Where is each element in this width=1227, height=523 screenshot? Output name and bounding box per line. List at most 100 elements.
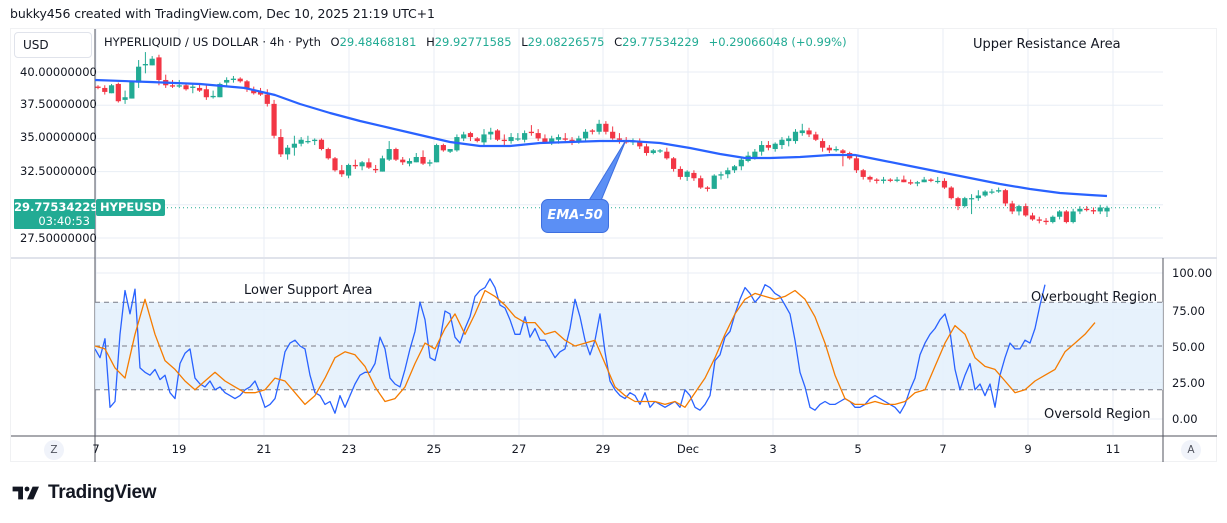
candle-body (698, 178, 704, 188)
candle-body (271, 103, 277, 136)
candle-body (908, 182, 914, 184)
zoom-reset-button[interactable]: Z (44, 440, 64, 460)
time-tick: 3 (769, 442, 777, 456)
overbought-label[interactable]: Overbought Region (1031, 290, 1157, 305)
candle-body (765, 145, 772, 148)
candle-body (1070, 211, 1076, 223)
candle-body (772, 143, 778, 150)
candle-body (237, 78, 243, 82)
candle-body (657, 150, 663, 152)
change-value: +0.29066048 (+0.99%) (708, 35, 847, 49)
ohlc-legend: HYPERLIQUID / US DOLLAR · 4h · Pyth O29.… (104, 35, 847, 49)
candle-body (664, 151, 670, 159)
candle-body (366, 162, 372, 168)
open-value: 29.48468181 (339, 35, 417, 49)
candle-body (345, 164, 352, 176)
candle-body (461, 134, 467, 139)
candle-body (102, 87, 108, 92)
candle-body (901, 179, 907, 183)
candle-body (108, 85, 115, 94)
ema-50-callout[interactable]: EMA-50 (541, 199, 609, 233)
candle-body (291, 143, 297, 148)
candle-body (880, 179, 887, 181)
candle-body (1016, 206, 1022, 212)
time-tick: 7 (939, 442, 947, 456)
ind-tick-25: 25.00 (1172, 376, 1205, 390)
symbol-tag: HYPEUSD (96, 199, 166, 216)
candle-body (318, 139, 325, 150)
candle-body (217, 83, 223, 98)
candle-body (643, 146, 650, 154)
candle-body (759, 145, 765, 152)
candle-body (610, 131, 616, 139)
candle-body (210, 95, 216, 98)
candle-body (975, 195, 981, 199)
price-tick-27-5: 27.50000000 (20, 231, 97, 245)
candle-body (115, 83, 121, 102)
candle-body (352, 164, 358, 167)
candle-body (582, 131, 589, 139)
high-value: 29.92771585 (434, 35, 512, 49)
candle-body (264, 94, 270, 104)
candle-body (955, 198, 961, 207)
symbol-title[interactable]: HYPERLIQUID / US DOLLAR · 4h · Pyth (104, 35, 321, 49)
candle-body (1002, 190, 1009, 204)
candle-body (169, 85, 176, 87)
candle-body (853, 158, 860, 171)
candle-body (650, 150, 656, 154)
candle-body (522, 133, 528, 140)
candle-body (298, 139, 304, 144)
candle-body (433, 145, 440, 163)
tradingview-logo[interactable]: TradingView (12, 482, 157, 504)
candle-body (603, 123, 609, 132)
close-label: C (614, 35, 623, 49)
time-tick: 29 (595, 442, 611, 456)
currency-button[interactable]: USD (14, 32, 92, 58)
time-tick: 9 (1024, 442, 1032, 456)
low-value: 29.08226575 (527, 35, 605, 49)
ind-tick-75: 75.00 (1172, 304, 1205, 318)
candle-body (840, 150, 846, 154)
time-tick: Dec (676, 442, 700, 456)
candle-body (637, 142, 643, 147)
auto-scale-button[interactable]: A (1181, 440, 1201, 460)
open-label: O (330, 35, 340, 49)
candle-body (244, 81, 250, 90)
ind-tick-0: 0.00 (1172, 412, 1198, 426)
candle-body (589, 130, 595, 132)
candle-body (535, 133, 541, 139)
candle-body (1029, 215, 1036, 220)
ind-tick-100: 100.00 (1172, 266, 1213, 280)
candle-body (569, 139, 575, 142)
candle-body (833, 149, 839, 151)
candle-body (149, 58, 155, 66)
candle-body (1063, 211, 1069, 223)
lower-support-label[interactable]: Lower Support Area (244, 283, 373, 298)
candle-body (95, 86, 101, 88)
candle-body (183, 85, 189, 90)
candle-body (962, 198, 968, 207)
time-tick: 21 (256, 442, 272, 456)
candle-body (914, 182, 920, 184)
candle-body (203, 89, 209, 98)
candle-body (1023, 206, 1029, 216)
tradingview-wordmark: TradingView (48, 482, 157, 503)
candle-body (1056, 211, 1063, 217)
candle-body (285, 147, 291, 155)
candle-body (921, 179, 927, 183)
candle-body (467, 133, 474, 138)
candle-body (1009, 203, 1015, 212)
candle-body (136, 66, 142, 83)
candle-body (1036, 219, 1042, 221)
candle-body (671, 158, 677, 169)
chart-credit: bukky456 created with TradingView.com, D… (10, 6, 435, 21)
price-tick-32-5: 32.50000000 (20, 164, 97, 178)
oversold-label[interactable]: Oversold Region (1044, 407, 1151, 422)
candle-body (1104, 207, 1110, 212)
candle-body (684, 171, 690, 177)
candle-body (786, 138, 792, 142)
candle-body (359, 162, 365, 167)
candle-body (555, 137, 562, 140)
upper-resistance-label[interactable]: Upper Resistance Area (973, 37, 1121, 52)
candle-body (379, 158, 386, 172)
